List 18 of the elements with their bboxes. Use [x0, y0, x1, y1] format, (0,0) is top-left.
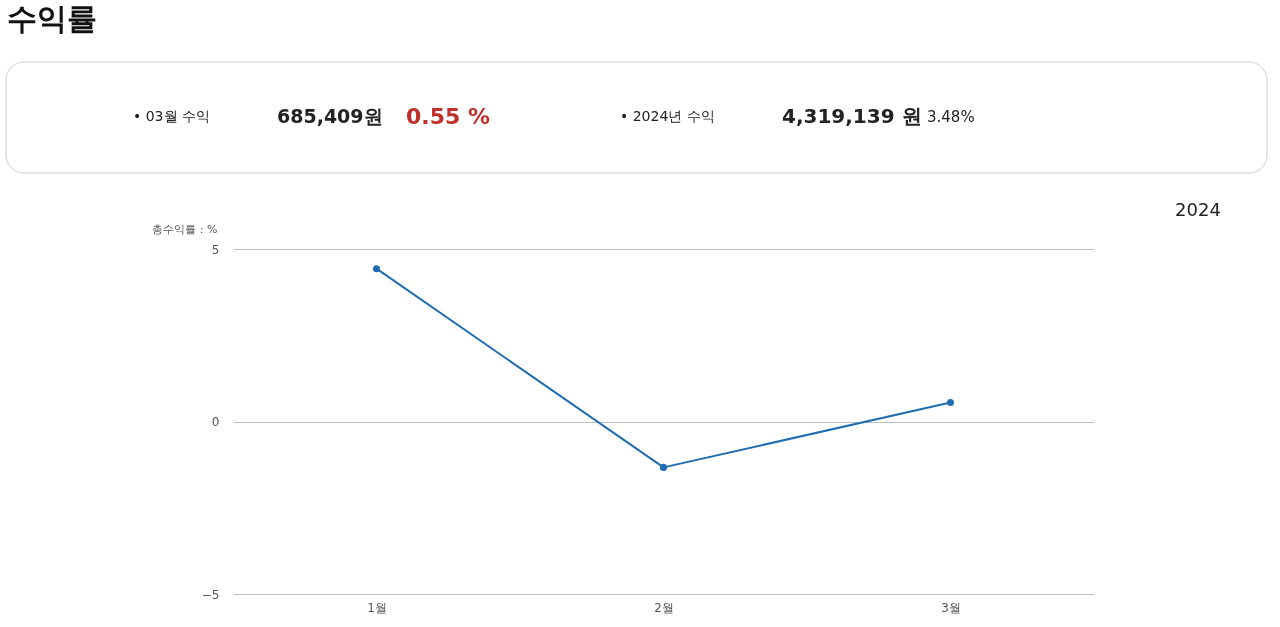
- text: • 03월 수익: [133, 108, 210, 124]
- point: [946, 399, 955, 407]
- y-axis-title: 총수익률 : %: [152, 222, 218, 236]
- y-tick-label: 5: [211, 242, 220, 257]
- x-tick-label: 2월: [654, 600, 674, 615]
- chart-title: 수익률: [7, 1, 97, 36]
- point: [372, 265, 381, 273]
- x-tick-label: 3월: [941, 600, 961, 615]
- text: 3.48%: [927, 108, 975, 126]
- text: 685,409원: [277, 105, 383, 127]
- y-tick-label: −5: [201, 587, 220, 602]
- text: • 2024년 수익: [620, 108, 715, 124]
- x-tick-label: 1월: [367, 600, 387, 615]
- text: 4,319,139 원: [782, 104, 922, 128]
- y-tick-label: 0: [211, 415, 220, 429]
- point: [659, 463, 668, 471]
- text: 2024: [1175, 199, 1221, 220]
- text: 0.55 %: [406, 104, 490, 129]
